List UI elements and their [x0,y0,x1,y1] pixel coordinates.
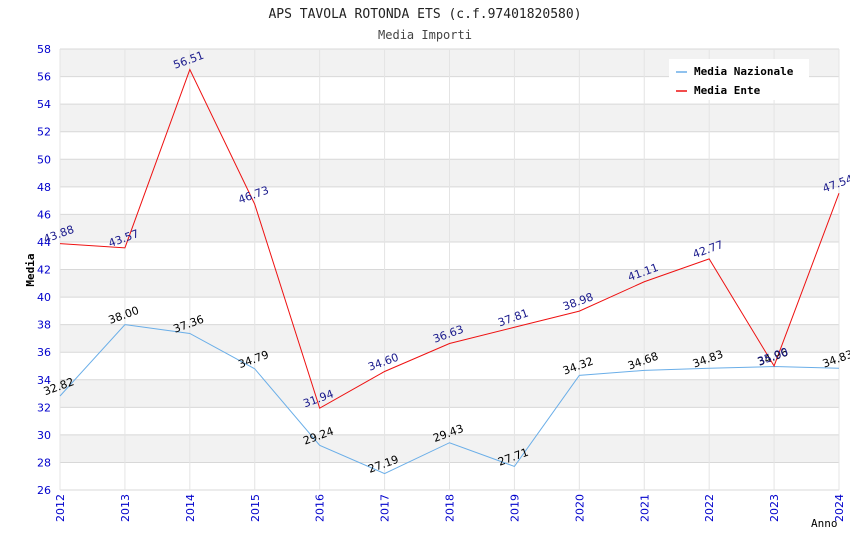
y-tick-label: 28 [37,456,51,469]
y-tick-label: 46 [37,208,51,221]
x-axis-label: Anno [811,517,838,530]
y-tick-label: 50 [37,153,51,166]
y-tick-label: 52 [37,126,51,139]
x-tick-label: 2013 [119,494,132,522]
series-line-0 [59,324,840,475]
x-tick-label: 2020 [573,494,586,522]
x-tick-label: 2021 [638,494,651,522]
y-tick-label: 38 [37,319,51,332]
legend-label-ente: Media Ente [694,84,761,97]
chart-title: APS TAVOLA ROTONDA ETS (c.f.97401820580) [268,7,581,22]
y-tick-label: 32 [37,401,51,414]
series-line-1 [59,68,840,409]
y-tick-label: 48 [37,181,51,194]
x-tick-label: 2019 [508,494,521,522]
data-label: 34.68 [626,350,660,373]
legend: Media Nazionale Media Ente [669,59,809,100]
legend-label-nazionale: Media Nazionale [694,65,794,78]
y-tick-label: 58 [37,43,51,56]
legend-box [669,59,809,100]
y-tick-label: 54 [37,98,51,111]
x-tick-label: 2022 [703,494,716,522]
chart-subtitle: Media Importi [378,28,472,42]
data-label: 34.60 [366,351,400,374]
x-tick-label: 2016 [314,494,327,522]
x-tick-label: 2017 [379,494,392,522]
y-tick-label: 56 [37,71,51,84]
x-tick-label: 2023 [768,494,781,522]
x-tick-label: 2018 [444,494,457,522]
y-tick-label: 36 [37,346,51,359]
y-tick-label: 40 [37,291,51,304]
x-tick-label: 2024 [833,494,846,522]
y-tick-label: 42 [37,264,51,277]
x-tick-label: 2012 [54,494,67,522]
y-tick-label: 34 [37,374,51,387]
y-axis-label: Media [24,253,37,286]
y-tick-label: 26 [37,484,51,497]
data-label: 38.00 [107,304,141,327]
x-tick-label: 2015 [249,494,262,522]
y-tick-label: 44 [37,236,51,249]
x-tick-label: 2014 [184,494,197,522]
y-tick-label: 30 [37,429,51,442]
